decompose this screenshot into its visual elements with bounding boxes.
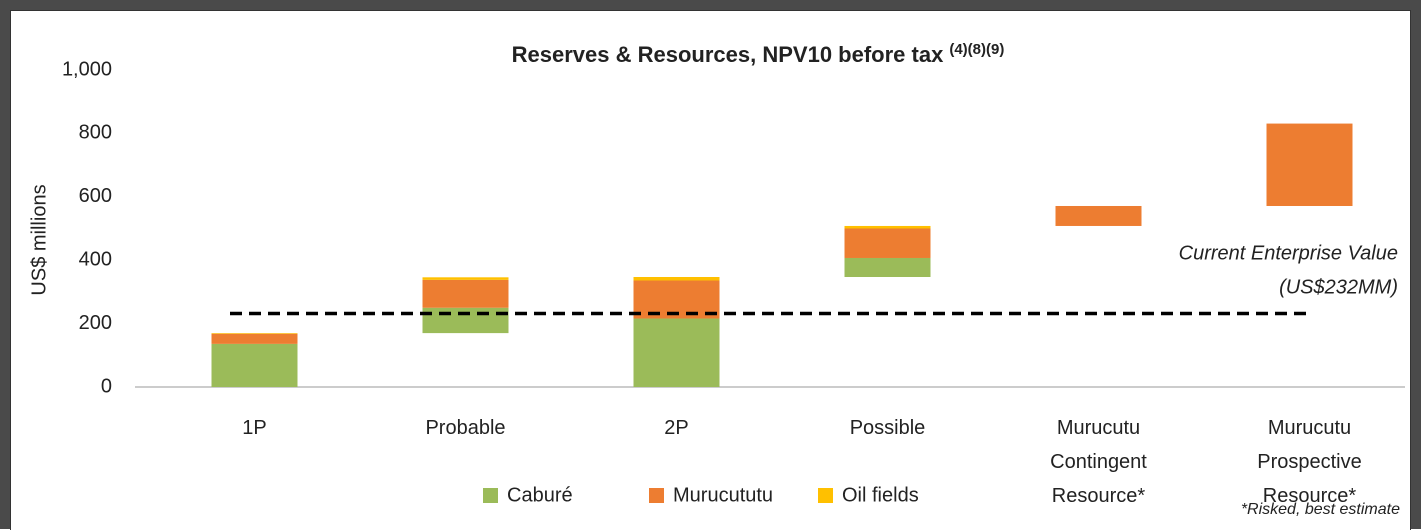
bar-segment [422, 277, 509, 280]
bar-segment [633, 277, 720, 281]
bar-segment [422, 279, 509, 308]
chart-frame [10, 10, 1411, 530]
x-tick-label: Possible [849, 417, 926, 439]
legend-swatch [818, 488, 833, 503]
title-text: Reserves & Resources, NPV10 before tax [512, 42, 944, 67]
y-tick-label: 600 [79, 185, 112, 207]
bar-segment [211, 333, 298, 334]
bar-segment [844, 225, 931, 229]
bar-segment [633, 318, 720, 387]
chart-title: Reserves & Resources, NPV10 before tax (4… [512, 41, 1005, 67]
legend-label: Caburé [507, 484, 573, 506]
y-tick-label: 800 [79, 122, 112, 144]
bar-segment [1055, 205, 1142, 226]
y-tick-label: 0 [101, 375, 112, 397]
title-superscript: (4)(8)(9) [949, 41, 1004, 58]
y-tick-label: 1,000 [62, 58, 112, 80]
y-tick-label: 400 [79, 248, 112, 270]
bar-segment [1266, 123, 1353, 206]
bar-segment [422, 307, 509, 334]
x-tick-label: Murucutu Contingent Resource* [1050, 417, 1147, 507]
bar-segment [211, 343, 298, 387]
x-tick-label: Murucutu Prospective Resource* [1257, 417, 1362, 507]
y-axis-label: US$ millions [28, 184, 50, 295]
bar-segment [844, 257, 931, 278]
reference-label: (US$232MM) [1279, 276, 1398, 298]
bar-segment [844, 228, 931, 258]
x-tick-label: 2P [664, 417, 689, 439]
reference-label: Current Enterprise Value [1179, 242, 1398, 264]
legend-swatch [649, 488, 664, 503]
x-tick-label: Probable [425, 417, 506, 439]
legend-swatch [483, 488, 498, 503]
legend-label: Murucututu [673, 484, 773, 506]
legend-label: Oil fields [842, 484, 919, 506]
footnote: *Risked, best estimate [1241, 501, 1400, 518]
bar-segment [211, 333, 298, 344]
x-tick-label: 1P [242, 417, 267, 439]
y-tick-label: 200 [79, 312, 112, 334]
